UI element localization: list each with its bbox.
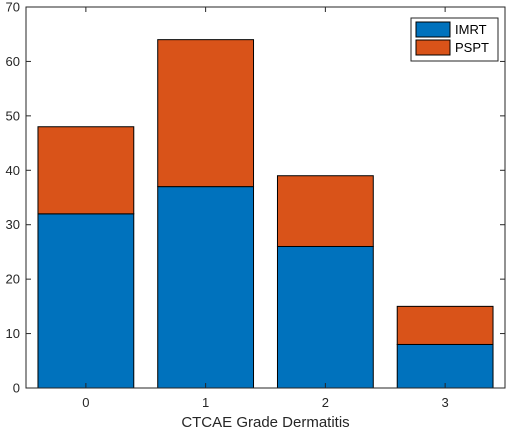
plot-frame <box>25 6 506 389</box>
bar-pspt-0 <box>37 126 135 215</box>
y-tick-label: 20 <box>6 272 20 287</box>
y-tick-label: 70 <box>6 0 20 15</box>
x-tick-label: 3 <box>442 395 449 410</box>
bar-imrt-3 <box>396 343 494 389</box>
legend-label-pspt: PSPT <box>455 40 489 55</box>
bar-imrt-2 <box>276 245 374 389</box>
bar-pspt-3 <box>396 305 494 345</box>
y-tick-label: 50 <box>6 108 20 123</box>
y-tick-label: 60 <box>6 54 20 69</box>
legend-label-imrt: IMRT <box>455 22 487 37</box>
bars-group <box>37 39 494 389</box>
x-tick-label: 2 <box>322 395 329 410</box>
y-tick-label: 0 <box>13 381 20 396</box>
x-axis-ticks: 0 1 2 3 <box>82 7 449 410</box>
legend-swatch-pspt <box>415 39 451 56</box>
y-tick-label: 40 <box>6 163 20 178</box>
bar-pspt-2 <box>276 175 374 247</box>
bar-imrt-1 <box>157 186 255 389</box>
bar-pspt-1 <box>157 39 255 188</box>
bar-imrt-0 <box>37 213 135 389</box>
legend: IMRT PSPT <box>410 17 499 62</box>
y-tick-label: 30 <box>6 217 20 232</box>
y-tick-label: 10 <box>6 326 20 341</box>
x-axis-label: CTCAE Grade Dermatitis <box>181 414 349 431</box>
x-tick-label: 0 <box>82 395 89 410</box>
x-tick-label: 1 <box>202 395 209 410</box>
legend-swatch-imrt <box>415 21 451 38</box>
